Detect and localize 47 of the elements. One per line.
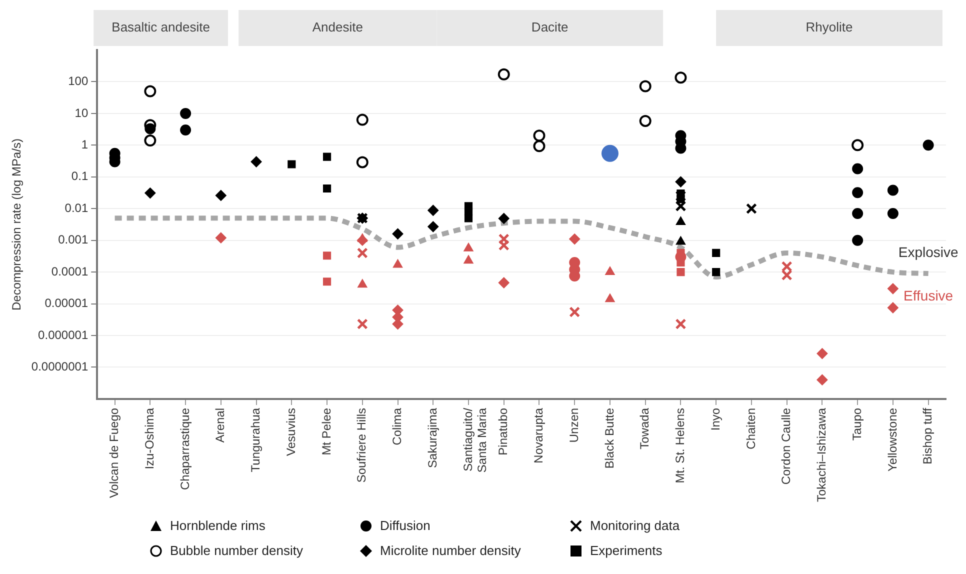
x-tick-label: Tungurahua — [248, 408, 263, 472]
y-tick-label: 0.01 — [64, 200, 88, 215]
x-tick-label: Chaparrastique — [178, 408, 192, 490]
y-tick-label: 0.0000001 — [31, 360, 88, 374]
legend-label: Microlite number density — [380, 543, 521, 558]
y-axis-title: Decompression rate (log MPa/s) — [10, 138, 24, 311]
x-tick-label: Taupo — [850, 408, 864, 441]
legend-label: Experiments — [590, 543, 662, 558]
x-tick-label: Colima — [390, 408, 404, 446]
x-tick-label: Inyo — [708, 408, 722, 431]
y-tick-label: 10 — [74, 106, 88, 120]
x-tick-label: Unzen — [566, 408, 581, 443]
x-tick-label: Arenal — [213, 408, 228, 443]
y-tick-label: 0.001 — [58, 232, 88, 247]
x-tick-label: Novarupta — [532, 408, 546, 464]
legend-label: Bubble number density — [170, 543, 303, 558]
x-tick-label: Sakurajima — [425, 408, 440, 468]
text: Basaltic andesite — [112, 20, 210, 35]
y-tick-label: 0.000001 — [38, 328, 88, 342]
text: Dacite — [531, 20, 568, 35]
text: Andesite — [312, 20, 363, 35]
y-tick-label: 0.00001 — [44, 296, 88, 310]
x-tick-label: Izu-Oshima — [142, 408, 156, 470]
x-tick-label: Tokachi–Ishizawa — [814, 408, 829, 502]
x-tick-label: Mt Pelee — [319, 408, 334, 456]
x-tick-label: Towada — [638, 408, 652, 450]
y-tick-label: 100 — [68, 74, 88, 88]
y-tick-label: 1 — [81, 137, 88, 152]
annotation: Explosive — [898, 244, 958, 260]
x-tick-label: Volcan de Fuego — [107, 408, 122, 498]
x-tick-label: Yellowstone — [885, 408, 900, 472]
x-tick-label: Bishop tuff — [920, 407, 935, 464]
x-tick-label: Pinatubo — [496, 408, 510, 456]
x-tick-label: Chaiten — [744, 408, 758, 450]
y-tick-label: 0.0001 — [51, 264, 88, 278]
y-tick-label: 0.1 — [71, 169, 88, 184]
x-tick-label: Santiaguito/ Santa Maria — [460, 407, 490, 473]
x-tick-label: Black Butte — [602, 408, 616, 469]
legend-label: Hornblende rims — [170, 518, 266, 533]
annotation: Effusive — [904, 287, 954, 304]
text: Rhyolite — [806, 20, 853, 35]
x-tick-label: Soufriere Hills — [354, 408, 369, 483]
x-tick-label: Cordon Caulle — [779, 408, 794, 485]
legend-label: Diffusion — [380, 518, 430, 533]
legend-label: Monitoring data — [590, 518, 680, 533]
x-tick-label: Mt. St. Helens — [673, 408, 688, 484]
x-tick-label: Vesuvius — [284, 408, 298, 456]
